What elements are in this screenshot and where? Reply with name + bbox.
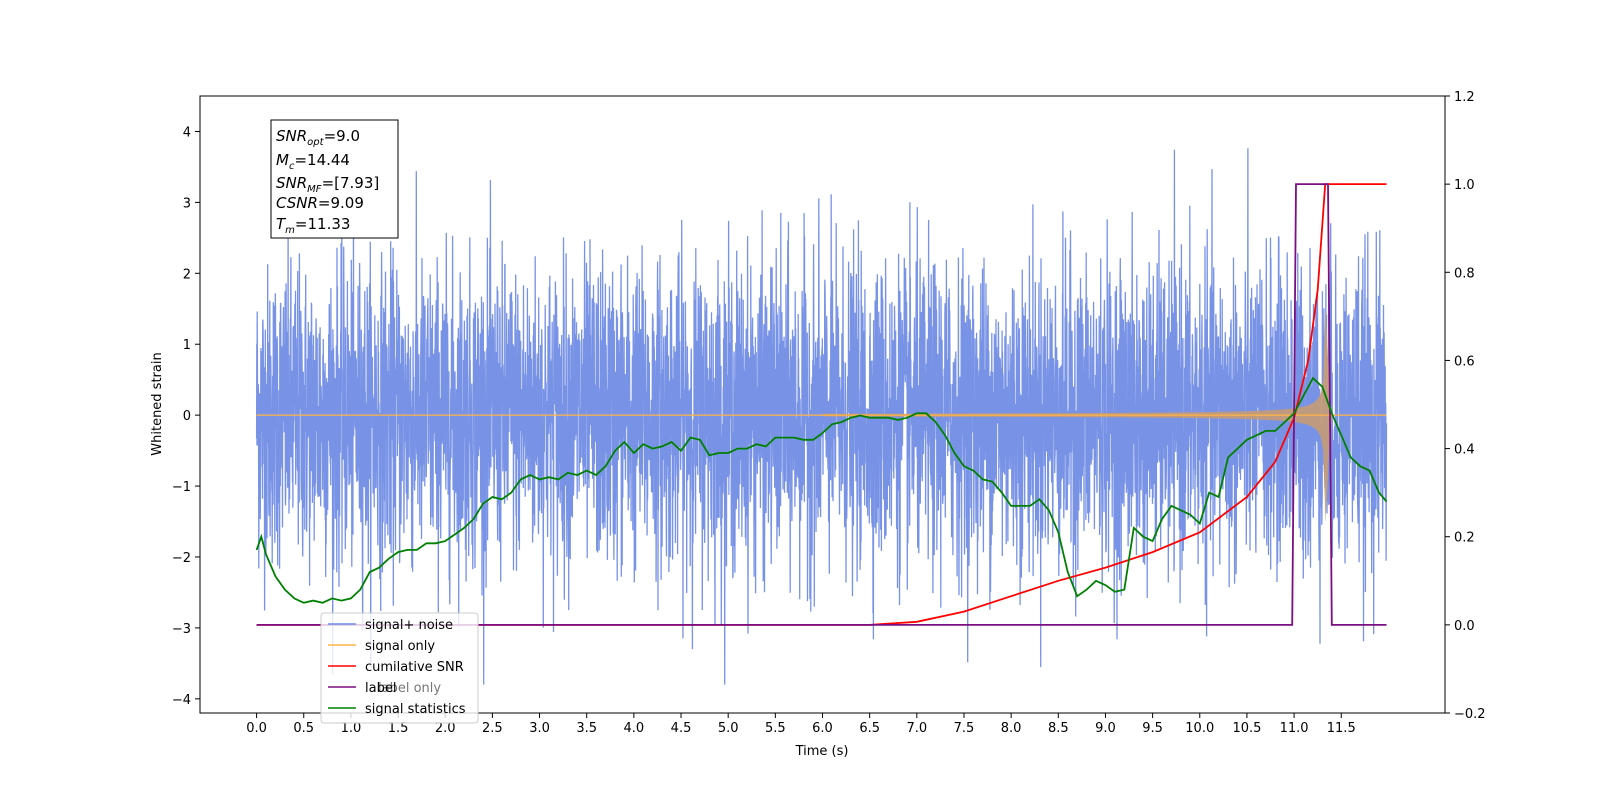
y-axis-right: 1.2 1.0 0.8 0.6 0.4 0.2 0.0 −0.2 [1445, 90, 1486, 722]
svg-text:CSNR=9.09: CSNR=9.09 [276, 194, 364, 212]
x-tick-label: 8.5 [1048, 721, 1069, 736]
x-tick-label: 5.5 [765, 721, 786, 736]
x-tick-label: 11.5 [1327, 721, 1356, 736]
x-tick-label: 8.0 [1001, 721, 1022, 736]
y-tick-label-left: −1 [172, 480, 191, 495]
svg-text:SNRMF=[7.93]: SNRMF=[7.93] [276, 174, 379, 195]
legend-label-label: label [365, 681, 396, 696]
series-label [256, 183, 1387, 626]
y-tick-label-left: 0 [183, 409, 191, 424]
y-tick-label-right: 0.2 [1454, 531, 1475, 546]
x-tick-label: 3.5 [576, 721, 597, 736]
x-tick-label: 0.5 [293, 721, 314, 736]
legend-label-signal-noise: signal+ noise [365, 618, 453, 633]
x-tick-label: 1.5 [388, 721, 409, 736]
annotation-mc: 14.44 [307, 151, 350, 169]
y-tick-label-right: 1.2 [1454, 90, 1475, 105]
y-axis-title-left: Whitened strain [150, 352, 165, 455]
annotation-csnr: 9.09 [331, 194, 364, 212]
y-tick-label-right: 0.0 [1454, 619, 1475, 634]
x-tick-label: 10.0 [1185, 721, 1214, 736]
x-tick-label: 7.5 [954, 721, 975, 736]
y-tick-label-left: −3 [172, 622, 191, 637]
x-tick-label: 11.0 [1280, 721, 1309, 736]
x-tick-label: 4.5 [671, 721, 692, 736]
y-tick-label-left: 1 [183, 338, 191, 353]
cumulative-snr-line [256, 183, 1387, 626]
svg-text:Mc=14.44: Mc=14.44 [276, 151, 350, 172]
x-tick-label: 2.5 [482, 721, 503, 736]
legend-label-cumulative-snr: cumilative SNR [365, 660, 464, 675]
y-axis-left: 4 3 2 1 0 −1 −2 −3 −4 [172, 125, 200, 708]
y-tick-label-left: 3 [183, 196, 191, 211]
y-tick-label-right: 1.0 [1454, 178, 1475, 193]
x-tick-label: 3.0 [529, 721, 550, 736]
annotation-tm: 11.33 [308, 215, 351, 233]
x-tick-label: 5.0 [718, 721, 739, 736]
x-tick-label: 9.0 [1095, 721, 1116, 736]
legend-label-signal-only: signal only [365, 639, 435, 654]
y-tick-label-left: 2 [183, 267, 191, 282]
x-tick-label: 6.0 [812, 721, 833, 736]
y-tick-label-right: 0.8 [1454, 266, 1475, 281]
svg-text:SNRopt=9.0: SNRopt=9.0 [276, 127, 360, 148]
x-tick-label: 7.0 [906, 721, 927, 736]
x-tick-label: 1.0 [341, 721, 362, 736]
signal-noise-line [255, 148, 1388, 685]
svg-text:Tm=11.33: Tm=11.33 [276, 215, 350, 236]
series-signal-statistics [255, 376, 1388, 604]
x-tick-label: 10.5 [1232, 721, 1261, 736]
x-tick-label: 4.0 [624, 721, 645, 736]
y-tick-label-right: −0.2 [1454, 707, 1486, 722]
legend-label-label-only: label only [378, 681, 441, 696]
y-tick-label-left: −4 [172, 693, 191, 708]
y-tick-label-right: 0.4 [1454, 443, 1475, 458]
x-tick-label: 9.5 [1142, 721, 1163, 736]
series-signal-only [256, 307, 1387, 523]
y-tick-label-right: 0.6 [1454, 354, 1475, 369]
legend-label-signal-statistics: signal statistics [365, 702, 466, 717]
series-signal-noise [255, 148, 1388, 685]
legend: signal+ noise signal only cumilative SNR… [320, 612, 479, 724]
signal-statistics-line [255, 376, 1388, 604]
label-line [256, 183, 1387, 626]
annotation-snr-opt: 9.0 [336, 127, 360, 145]
series-cumulative-snr [256, 183, 1387, 626]
annotation-snr-mf: [7.93] [334, 174, 379, 192]
x-tick-label: 6.5 [859, 721, 880, 736]
x-axis-title: Time (s) [795, 744, 849, 759]
annotation-box: SNRopt=9.0 Mc=14.44 SNRMF=[7.93] CSNR=9.… [270, 119, 399, 239]
x-axis: 0.0 0.5 1.0 1.5 2.0 2.5 3.0 3.5 4.0 4.5 5.0 5.5 6.0 6… [246, 713, 1356, 736]
x-tick-label: 0.0 [246, 721, 267, 736]
y-tick-label-left: 4 [183, 125, 191, 140]
x-tick-label: 2.0 [435, 721, 456, 736]
y-tick-label-left: −2 [172, 551, 191, 566]
